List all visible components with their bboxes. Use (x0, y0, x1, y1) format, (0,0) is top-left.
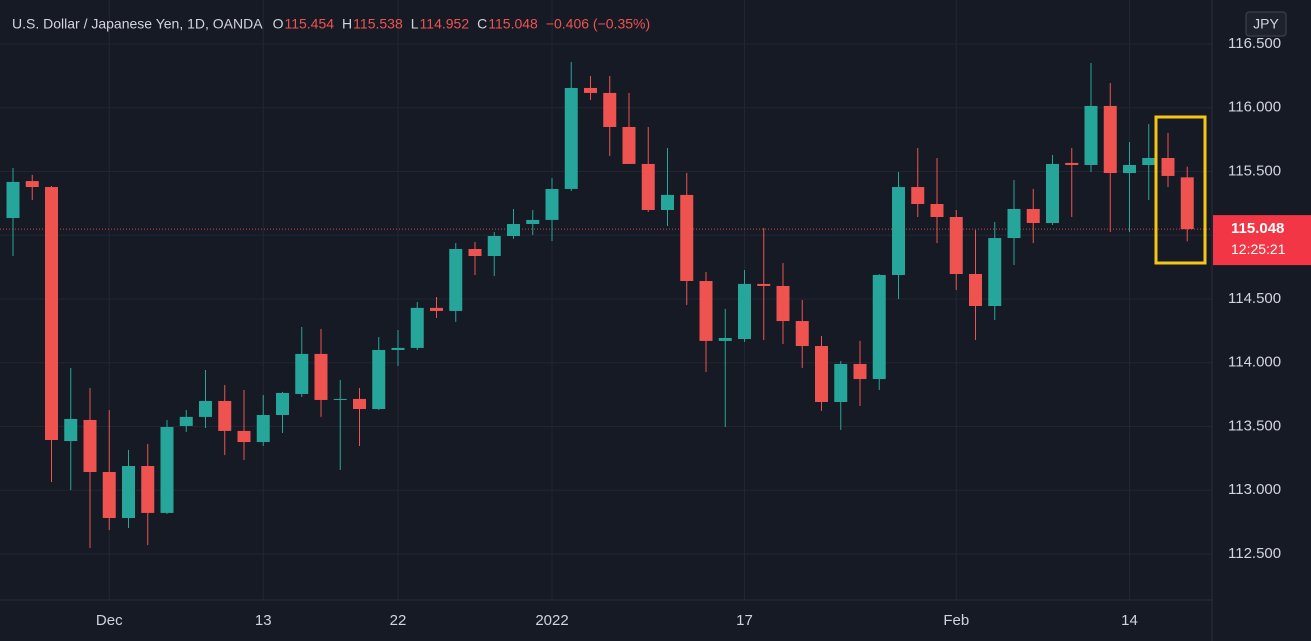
candle-body (1142, 157, 1156, 165)
candle-body (738, 283, 751, 340)
candle-body (795, 321, 809, 347)
candle-body (680, 194, 694, 282)
candle-body (449, 249, 463, 311)
ohlc-key: L (411, 16, 419, 32)
candle-body (6, 181, 20, 219)
ohlc-value: 115.454 (284, 16, 334, 32)
candle-body (622, 126, 636, 164)
y-tick-label: 114.500 (1228, 290, 1281, 307)
candle-body (584, 87, 597, 93)
currency: JPY (1253, 16, 1279, 32)
ohlc-value: 114.952 (420, 16, 470, 32)
candle-body (199, 400, 212, 417)
candle-body (1065, 162, 1079, 165)
candle-body (872, 275, 886, 380)
candle-body (718, 337, 732, 341)
price-label: 115.048 (1231, 220, 1284, 237)
candle-body (1007, 208, 1021, 239)
candle-body (160, 426, 174, 513)
candle-body (1084, 105, 1098, 165)
y-tick-label: 113.000 (1228, 481, 1281, 498)
candle-body (834, 364, 848, 402)
change: −0.406 (−0.35%) (546, 16, 650, 32)
x-tick-label: 22 (390, 612, 407, 629)
candle-body (507, 224, 520, 236)
ohlc-value: 115.538 (353, 16, 403, 32)
candle-body (1103, 105, 1117, 174)
candle-body (83, 419, 97, 472)
candle-body (969, 273, 982, 306)
candle-body (353, 398, 366, 410)
candle-body (526, 219, 540, 225)
candle-body (333, 398, 347, 400)
axes: 112.500 113.000 113.500 114.000 114.500 115.0… (96, 35, 1311, 629)
candle-body (45, 187, 58, 440)
candle-body (1180, 177, 1194, 230)
candle-body (372, 349, 386, 410)
ohlc-key: C (477, 16, 487, 32)
y-tick-label: 114.000 (1228, 354, 1281, 371)
ohlc-key: H (342, 16, 352, 32)
candle-body (256, 415, 270, 443)
candle-body (487, 235, 501, 257)
candle-body (930, 203, 944, 217)
candle-body (64, 418, 78, 442)
candle-body (545, 188, 559, 220)
y-tick-label: 115.500 (1228, 162, 1281, 179)
countdown: 12:25:21 (1231, 241, 1286, 257)
x-tick-label: 13 (255, 612, 272, 629)
candle-body (949, 216, 963, 274)
candle-body (25, 181, 39, 188)
y-tick-label: 113.500 (1228, 417, 1281, 434)
candle-body (757, 283, 771, 286)
candle-body (564, 87, 578, 189)
currency-box (1245, 11, 1287, 37)
candle-body (276, 392, 289, 416)
candle-body (102, 471, 116, 519)
highlight-box (1154, 115, 1207, 265)
candles (6, 61, 1194, 548)
candle-body (295, 353, 309, 394)
y-tick-label: 116.000 (1228, 99, 1281, 116)
candle-body (430, 307, 443, 311)
candle-body (815, 346, 828, 402)
candle-body (1123, 164, 1136, 174)
x-tick-label: 14 (1121, 612, 1138, 629)
candle-body (141, 466, 155, 513)
candle-body (911, 187, 925, 204)
candle-body (603, 92, 617, 127)
ohlc-key: O (273, 16, 284, 32)
y-tick-label: 116.500 (1228, 35, 1281, 52)
x-tick-label: 17 (736, 612, 753, 629)
candle-body (1026, 208, 1040, 223)
candle-body (988, 238, 1002, 306)
candle-body (179, 416, 193, 426)
candle-body (776, 285, 790, 322)
candle-body (122, 466, 135, 519)
candle-body (853, 364, 867, 380)
x-tick-label: Dec (96, 612, 123, 629)
y-tick-label: 112.500 (1228, 545, 1281, 562)
candle-body (410, 307, 424, 348)
candle-body (314, 353, 328, 400)
candle-body (661, 194, 674, 210)
x-tick-label: Feb (943, 612, 969, 629)
ohlc-value: 115.048 (488, 16, 538, 32)
price-label-box (1213, 215, 1311, 266)
header: U.S. Dollar / Japanese Yen, 1D, OANDA O 11… (12, 16, 650, 32)
candle-body (237, 430, 251, 443)
candle-body (391, 347, 405, 350)
x-tick-label: 2022 (535, 612, 568, 629)
candle-body (1046, 163, 1059, 223)
candle-body (699, 281, 713, 341)
symbol-title: U.S. Dollar / Japanese Yen, 1D, OANDA (12, 16, 263, 32)
candle-body (1161, 157, 1175, 176)
candle-body (218, 400, 232, 431)
candle-body (892, 187, 905, 276)
candle-body (468, 249, 482, 257)
candle-body (641, 163, 655, 210)
